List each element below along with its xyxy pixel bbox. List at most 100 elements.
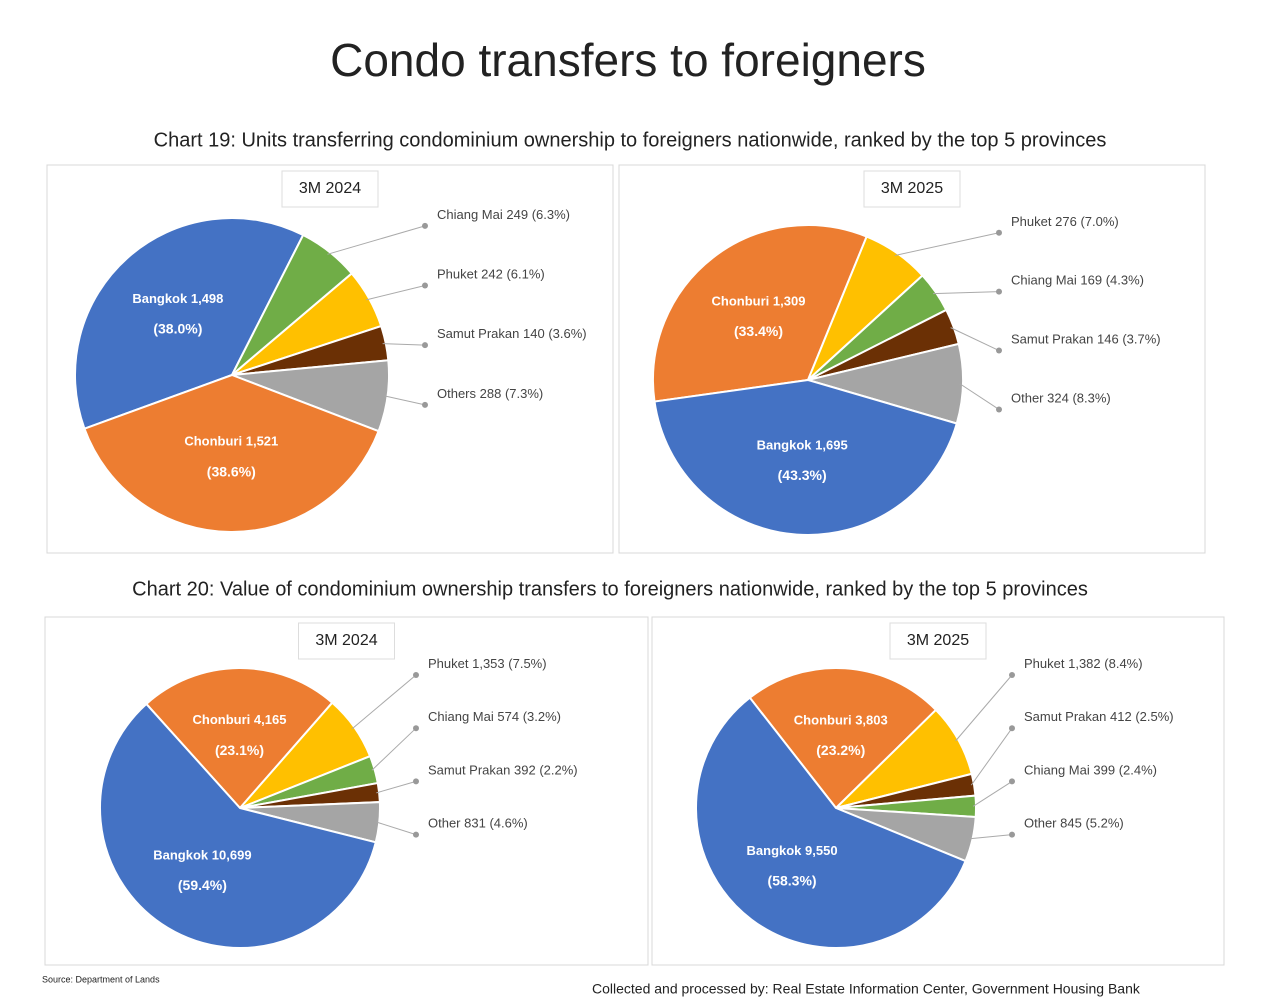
slice-label: Chonburi 1,309 [712,294,806,309]
leader-line [969,834,1013,840]
value-label: 3,803 [855,713,888,728]
leader-dot [1009,831,1015,838]
value-label: 169 [1080,273,1102,288]
percent-label: (38.6%) [207,463,256,479]
leader-dot [413,778,419,785]
value-label: 399 [1093,763,1115,778]
value-label: 1,309 [773,294,806,309]
percent-label: (23.1%) [215,742,264,758]
percent-label: (59.4%) [178,877,227,893]
slice-label: Chiang Mai 574 (3.2%) [428,710,561,725]
chart-heading: Chart 19: Units transferring condominium… [154,129,1107,151]
slice-label: Samut Prakan 412 (2.5%) [1024,710,1174,725]
percent-label: (4.3%) [1106,273,1144,288]
percent-label: (3.7%) [1122,332,1160,347]
category-label: Chonburi [712,294,770,309]
value-label: 249 [506,207,528,222]
credit: Collected and processed by: Real Estate … [592,981,1141,997]
value-label: 276 [1055,214,1077,229]
percent-label: (6.3%) [532,207,570,222]
leader-line [376,821,417,836]
value-label: 288 [480,386,502,401]
slice-label: Chiang Mai 399 (2.4%) [1024,763,1157,778]
slice-label: Chiang Mai 169 (4.3%) [1011,273,1144,288]
leader-line [327,225,426,255]
leader-dot [1009,778,1015,785]
slice-label: Phuket 276 (7.0%) [1011,214,1119,229]
leader-dot [1009,672,1015,678]
leader-line [351,674,417,730]
leader-dot [413,672,419,678]
leader-line [371,727,417,771]
percent-label: (23.2%) [816,742,865,758]
slice-label: Bangkok 1,695 [757,438,848,453]
percent-label: (58.3%) [768,873,817,889]
category-label: Phuket [437,267,478,282]
percent-label: (3.2%) [523,710,561,725]
leader-dot [422,222,428,229]
category-label: Other [428,816,461,831]
category-label: Bangkok [747,843,803,858]
slice-label: Samut Prakan 146 (3.7%) [1011,332,1161,347]
slice-label: Chonburi 1,521 [184,434,278,449]
category-label: Samut Prakan [1011,332,1093,347]
value-label: 242 [481,267,503,282]
leader-dot [413,725,419,732]
leader-line [950,327,1000,352]
percent-label: (7.0%) [1080,214,1118,229]
slice-label: Phuket 1,382 (8.4%) [1024,656,1143,671]
value-label: 392 [514,763,536,778]
slice-label: Phuket 242 (6.1%) [437,267,545,282]
leader-line [382,343,426,346]
pie-slice [83,373,380,533]
percent-label: (4.6%) [489,816,527,831]
leader-dot [1009,725,1015,732]
value-label: 9,550 [805,843,838,858]
category-label: Chiang Mai [428,710,494,725]
category-label: Phuket [1024,656,1065,671]
slice-label: Phuket 1,353 (7.5%) [428,656,547,671]
pie-slice [653,378,959,536]
value-label: 1,498 [191,291,224,306]
pie-slice [99,702,377,949]
category-label: Chiang Mai [437,207,503,222]
category-label: Other [1024,816,1057,831]
category-label: Chiang Mai [1024,763,1090,778]
percent-label: (33.4%) [734,323,783,339]
pie-slice [74,217,305,430]
year-box [281,170,379,208]
category-label: Others [437,386,477,401]
leader-dot [996,406,1002,413]
leader-line [894,232,1000,256]
percent-label: (2.4%) [1119,763,1157,778]
chart-title: 3M 2024 [315,632,377,649]
value-label: 1,353 [472,656,505,671]
percent-label: (8.4%) [1104,656,1142,671]
leader-dot [996,288,1002,295]
value-label: 1,382 [1068,656,1101,671]
slice-label: Chonburi 4,165 [193,713,287,728]
leader-line [970,727,1013,786]
percent-label: (5.2%) [1085,816,1123,831]
value-label: 831 [464,816,486,831]
percent-label: (7.5%) [508,656,546,671]
year-box [889,622,987,660]
source: Source: Department of Lands [42,974,160,984]
leader-line [932,291,1000,295]
slice-label: Samut Prakan 392 (2.2%) [428,763,578,778]
pie-slice [748,667,938,810]
percent-label: (2.5%) [1135,710,1173,725]
category-label: Samut Prakan [428,763,510,778]
percent-label: (3.6%) [548,327,586,342]
value-label: 324 [1047,391,1069,406]
leader-line [376,780,417,794]
category-label: Chonburi [794,713,852,728]
chart-title: 3M 2024 [299,180,361,197]
leader-line [972,780,1013,807]
value-label: 845 [1060,816,1082,831]
category-label: Chiang Mai [1011,273,1077,288]
leader-line [366,285,426,301]
value-label: 574 [497,710,519,725]
value-label: 140 [523,327,545,342]
